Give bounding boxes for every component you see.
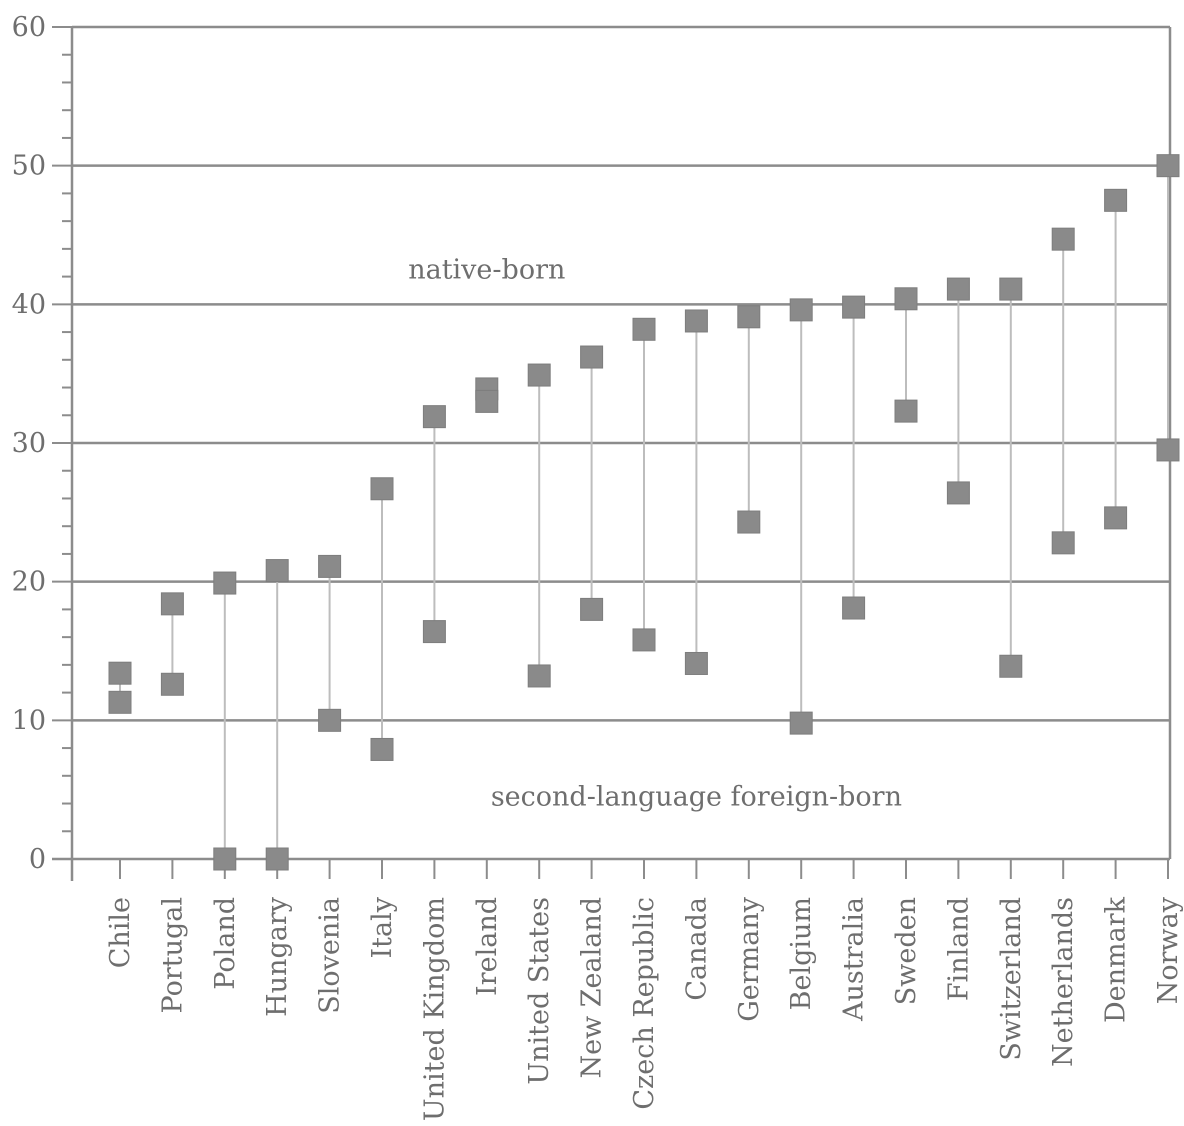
foreign-born-marker [789,711,813,735]
foreign-born-marker [946,481,970,505]
foreign-born-marker [632,628,656,652]
x-tick-label: Denmark [1101,896,1132,1023]
native-born-marker [737,305,761,329]
x-tick-label: Chile [105,897,136,968]
x-tick-label: Finland [943,897,974,1001]
x-tick-label: Czech Republic [629,897,660,1110]
x-tick-label: United Kingdom [419,897,450,1121]
native-born-marker [1104,188,1128,212]
labels: 0 10 20 30 40 50 60 Chile Portugal Poland Hungary S… [12,12,1184,1121]
foreign-born-marker [422,620,446,644]
foreign-born-marker [370,737,394,761]
foreign-born-marker [527,664,551,688]
annotation-label: second-language foreign-born [491,782,902,813]
native-born-marker [632,317,656,341]
x-tick-label: Hungary [262,896,293,1017]
foreign-born-marker [684,651,708,675]
foreign-born-marker [894,399,918,423]
annotation-label: native-born [408,255,565,286]
foreign-born-marker [999,654,1023,678]
foreign-born-marker [475,389,499,413]
foreign-born-marker [213,847,237,871]
y-tick-label-50: 50 [12,151,46,182]
foreign-born-marker [1051,531,1075,555]
native-born-marker [160,592,184,616]
x-tick-label: Belgium [786,897,817,1010]
x-tick-label: Slovenia [315,897,346,1014]
y-tick-label-0: 0 [29,844,46,875]
foreign-born-marker [737,510,761,534]
native-born-marker [422,405,446,429]
foreign-born-marker [265,847,289,871]
markers [108,154,1180,871]
y-tick-label-60: 60 [12,12,46,43]
foreign-born-marker [1156,438,1180,462]
native-born-marker [842,295,866,319]
native-born-marker [370,477,394,501]
native-born-marker [108,661,132,685]
native-born-marker [999,277,1023,301]
x-tick-label: Netherlands [1048,897,1079,1067]
foreign-born-marker [318,708,342,732]
y-tick-label-10: 10 [12,705,46,736]
native-born-marker [684,309,708,333]
foreign-born-marker [1104,506,1128,530]
native-born-marker [580,345,604,369]
foreign-born-marker [580,597,604,621]
foreign-born-marker [842,596,866,620]
x-tick-label: New Zealand [577,897,608,1079]
x-tick-label: Ireland [472,897,503,996]
native-born-marker [213,571,237,595]
native-born-marker [1156,154,1180,178]
x-tick-label: Italy [367,896,398,958]
x-tick-label: United States [524,897,555,1085]
native-born-marker [789,298,813,322]
native-born-marker [1051,227,1075,251]
native-born-marker [894,287,918,311]
y-tick-label-40: 40 [12,289,46,320]
native-born-marker [946,277,970,301]
x-tick-label: Switzerland [996,897,1027,1061]
x-tick-label: Poland [210,897,241,990]
foreign-born-marker [160,672,184,696]
native-born-marker [318,554,342,578]
x-tick-label: Germany [734,896,765,1022]
native-born-marker [265,559,289,583]
x-tick-label: Portugal [157,897,188,1014]
y-tick-label-30: 30 [12,428,46,459]
gridlines [72,25,1170,722]
native-born-marker [527,363,551,387]
x-tick-label: Sweden [891,897,922,1005]
x-tick-label: Canada [681,897,712,1001]
axes [52,26,1172,881]
connectors [119,165,1169,859]
foreign-born-marker [108,690,132,714]
x-tick-label: Australia [839,897,870,1022]
x-tick-label: Norway [1153,896,1184,1004]
y-tick-label-20: 20 [12,567,46,598]
